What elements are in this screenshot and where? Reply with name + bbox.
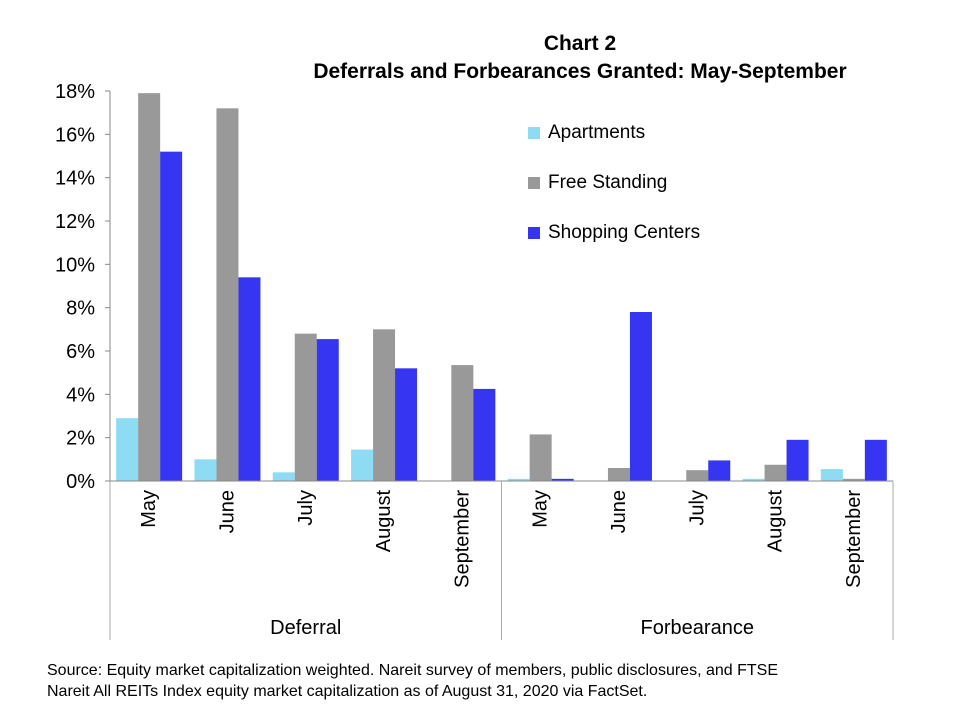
bar-free-standing — [294, 333, 317, 481]
x-category-label: August — [373, 490, 395, 553]
bar-apartments — [820, 469, 843, 481]
y-tick-label: 0% — [66, 471, 95, 493]
bar-free-standing — [373, 329, 396, 481]
bar-free-standing — [216, 108, 239, 481]
legend-label: Free Standing — [548, 172, 668, 193]
chart-title: Chart 2 — [543, 32, 617, 55]
bar-free-standing — [842, 478, 865, 481]
x-category-label: July — [686, 490, 708, 526]
y-tick-label: 10% — [55, 254, 95, 276]
legend-item: Free Standing — [528, 158, 700, 208]
bar-apartments — [272, 472, 295, 481]
source-line-1: Source: Equity market capitalization wei… — [47, 662, 778, 679]
y-tick-label: 14% — [55, 168, 95, 190]
bar-free-standing — [686, 470, 709, 481]
bar-shopping-centers — [864, 439, 887, 481]
group-label: Forbearance — [641, 617, 754, 639]
x-category-label: September — [451, 490, 473, 588]
bar-shopping-centers — [629, 312, 652, 481]
legend-item: Shopping Centers — [528, 208, 700, 258]
x-category-label: June — [216, 490, 238, 533]
x-category-label: May — [530, 490, 552, 528]
bar-apartments — [351, 449, 374, 481]
legend-swatch — [528, 177, 540, 189]
group-label: Deferral — [270, 617, 341, 639]
x-category-label: July — [295, 490, 317, 526]
bar-apartments — [116, 418, 139, 481]
bar-shopping-centers — [238, 277, 261, 481]
x-category-label: August — [765, 490, 787, 553]
bar-apartments — [742, 478, 765, 481]
x-category-label: September — [843, 490, 865, 588]
x-category-label: May — [138, 490, 160, 528]
y-tick-label: 12% — [55, 211, 95, 233]
legend-item: Apartments — [528, 108, 700, 158]
y-tick-label: 4% — [66, 384, 95, 406]
bar-apartments — [194, 459, 217, 481]
source-note: Source: Equity market capitalization wei… — [47, 660, 947, 702]
legend: Apartments Free Standing Shopping Centers — [528, 108, 700, 258]
bar-free-standing — [607, 468, 630, 481]
bar-shopping-centers — [316, 339, 339, 481]
chart-subtitle: Deferrals and Forbearances Granted: May-… — [313, 60, 847, 83]
legend-swatch — [528, 227, 540, 239]
bar-shopping-centers — [786, 439, 809, 481]
y-tick-label: 18% — [55, 81, 95, 103]
y-tick-label: 6% — [66, 341, 95, 363]
legend-swatch — [528, 127, 540, 139]
bar-shopping-centers — [473, 388, 496, 481]
x-category-label: June — [608, 490, 630, 533]
bar-shopping-centers — [395, 368, 418, 481]
y-tick-label: 16% — [55, 124, 95, 146]
bar-apartments — [507, 478, 530, 481]
source-line-2: Nareit All REITs Index equity market cap… — [47, 683, 648, 700]
bar-free-standing — [529, 434, 552, 481]
bar-free-standing — [764, 464, 787, 481]
bar-free-standing — [451, 365, 474, 481]
bar-shopping-centers — [160, 151, 183, 481]
y-tick-label: 8% — [66, 298, 95, 320]
legend-label: Apartments — [548, 122, 646, 143]
legend-label: Shopping Centers — [548, 222, 701, 243]
bar-shopping-centers — [551, 478, 574, 481]
bar-free-standing — [138, 93, 161, 482]
y-tick-label: 2% — [66, 428, 95, 450]
bar-shopping-centers — [708, 460, 731, 481]
